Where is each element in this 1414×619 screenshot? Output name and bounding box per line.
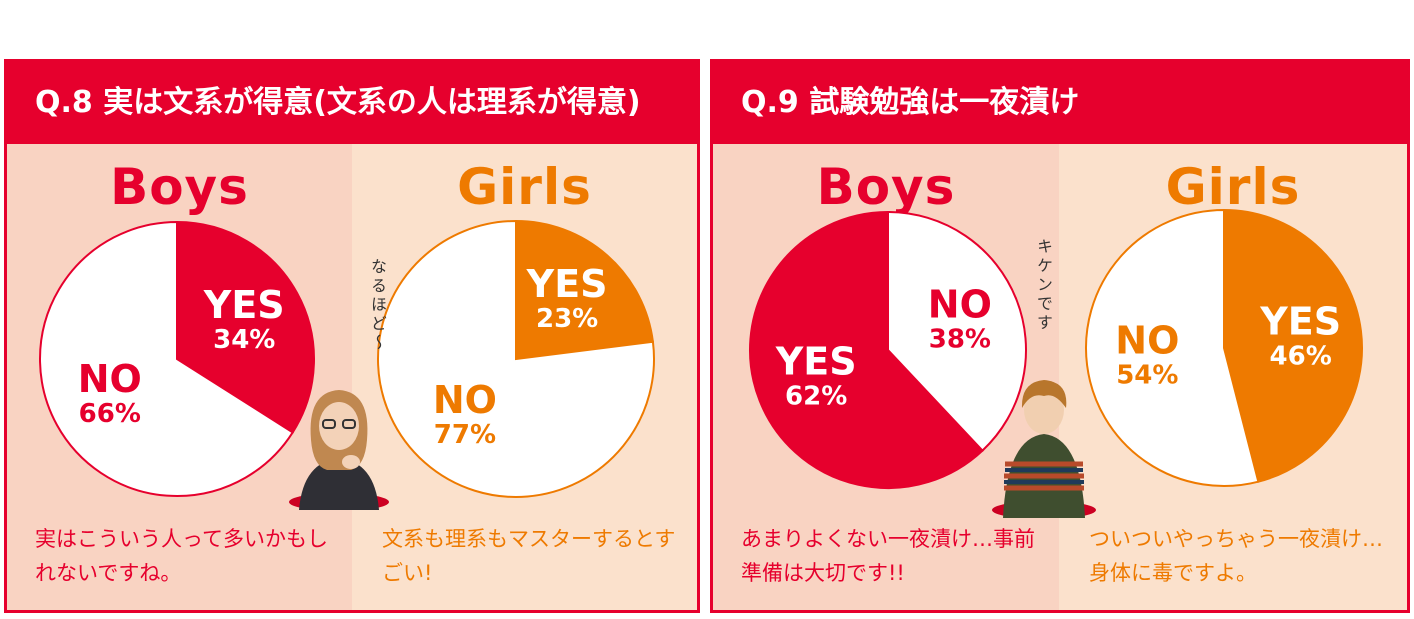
q9-panel: Q.9 試験勉強は一夜漬け Boys YES 62% NO 38% あまりよくない一夜…: [710, 59, 1410, 613]
q8-aside-text: なるほど〜: [368, 258, 387, 353]
pie-value-yes: 23%: [536, 304, 598, 334]
pie-label-yes: YES: [1259, 299, 1341, 343]
pie-value-no: 38%: [929, 325, 991, 355]
pie-slice-yes: [1223, 208, 1363, 483]
q9-boys-label: Boys: [816, 158, 956, 216]
pie-slice-yes: [749, 210, 984, 489]
pie-label-yes: YES: [203, 283, 285, 327]
q9-girls-label: Girls: [1165, 158, 1301, 216]
pie-slice-yes: [515, 219, 655, 361]
pie-slice-no: [39, 220, 295, 497]
pie-label-no: NO: [1115, 319, 1179, 363]
pie-value-no: 66%: [79, 399, 141, 429]
girl-photo-illustration: [289, 390, 389, 510]
pie-value-yes: 34%: [213, 325, 275, 355]
q8-girls-label: Girls: [457, 158, 592, 216]
q9-title: Q.9 試験勉強は一夜漬け: [713, 62, 1407, 144]
q8-boys-section: Boys YES 34% NO 66% 実はこういう人って多いかもしれないですね。: [7, 144, 352, 610]
pie-slice-no: [1085, 208, 1260, 487]
pie-label-no: NO: [78, 357, 142, 401]
pie-label-yes: YES: [526, 262, 608, 306]
q9-boys-comment: あまりよくない一夜漬け…事前準備は大切です!!: [741, 527, 1035, 585]
q9-girls-section: Girls YES 46% NO 54% ついついやっちゃう一夜漬け…身体に毒ですよ。: [1059, 144, 1407, 610]
pie-value-yes: 46%: [1270, 341, 1332, 371]
pie-value-no: 54%: [1116, 361, 1178, 391]
q9-aside-text: キケンです: [1034, 238, 1053, 333]
pie-label-yes: YES: [775, 339, 857, 383]
q8-girls-comment: 文系も理系もマスターするとすごい!: [382, 527, 676, 585]
pie-label-no: NO: [433, 378, 497, 422]
pie-label-no: NO: [928, 283, 992, 327]
q9-boys-section: Boys YES 62% NO 38% あまりよくない一夜漬け…事前準備は大切です!!: [713, 144, 1059, 610]
pie-value-yes: 62%: [785, 381, 847, 411]
q8-panel: Q.8 実は文系が得意(文系の人は理系が得意) Boys YES 34% NO 66%…: [4, 59, 700, 613]
pie-slice-no: [377, 219, 655, 498]
q8-girls-section: Girls YES 23% NO 77% 文系も理系もマスターするとすごい!: [352, 144, 697, 610]
q8-title: Q.8 実は文系が得意(文系の人は理系が得意): [7, 62, 697, 144]
pie-value-no: 77%: [434, 420, 496, 450]
q9-girls-comment: ついついやっちゃう一夜漬け…身体に毒ですよ。: [1089, 527, 1383, 585]
boy-photo-illustration: [992, 380, 1096, 518]
pie-slice-no: [887, 210, 1027, 453]
q8-boys-comment: 実はこういう人って多いかもしれないですね。: [35, 527, 328, 585]
q8-boys-label: Boys: [110, 158, 249, 216]
